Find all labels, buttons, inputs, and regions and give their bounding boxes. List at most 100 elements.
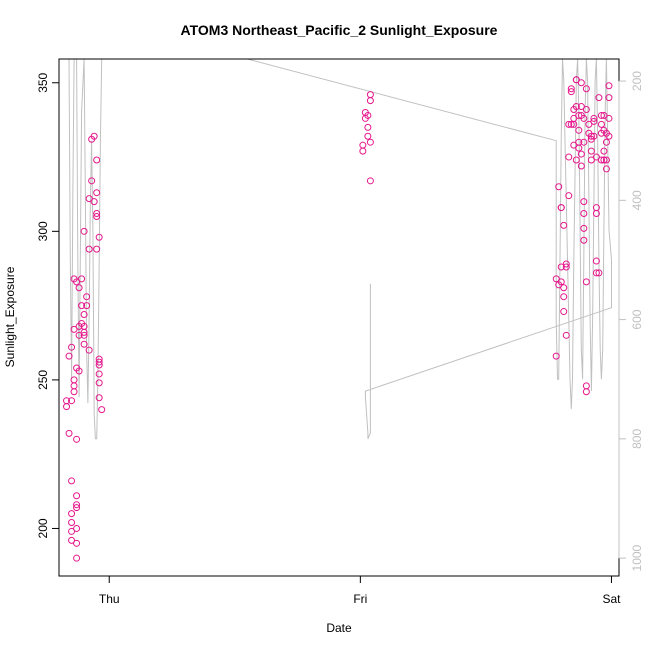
data-point [580,198,588,206]
y-tick-label: 350 [36,72,50,92]
data-point [364,111,372,119]
data-point [65,352,73,360]
data-point [75,367,83,375]
data-point [560,284,568,292]
data-points [63,76,613,562]
data-point [585,120,593,128]
data-point [582,85,590,93]
data-point [68,519,76,527]
data-point [560,221,568,229]
data-point [68,397,76,405]
data-point [73,554,81,562]
data-point [80,340,88,348]
data-point [602,156,610,164]
data-point [359,147,367,155]
data-point [359,141,367,149]
data-point [83,302,91,310]
data-point [577,79,585,87]
data-point [68,343,76,351]
data-point [600,111,608,119]
data-point [83,293,91,301]
data-point [557,263,565,271]
y2-tick-label: 800 [630,429,644,449]
data-point [582,278,590,286]
data-point [557,278,565,286]
data-point [366,91,374,99]
secondary-line-series [68,58,612,440]
data-point [565,120,573,128]
plot-frame [58,58,620,577]
data-point [93,189,101,197]
y2-tick-label: 600 [630,309,644,329]
data-point [63,403,71,411]
data-point [95,233,103,241]
data-point [592,210,600,218]
data-point [73,501,81,509]
data-point [78,302,86,310]
data-point [95,394,103,402]
data-point [70,376,78,384]
data-point [68,527,76,535]
data-point [580,114,588,122]
data-point [366,138,374,146]
data-point [577,103,585,111]
data-point [552,352,560,360]
data-point [95,358,103,366]
data-point [605,132,613,140]
chart-title: ATOM3 Northeast_Pacific_2 Sunlight_Expos… [181,22,498,38]
y2-tick-label: 200 [630,71,644,91]
data-point [570,120,578,128]
data-point [73,278,81,286]
x-tick-label: Fri [353,592,367,606]
data-point [93,212,101,220]
data-point [552,275,560,283]
data-point [572,103,580,111]
data-point [595,269,603,277]
data-point [364,123,372,131]
y-tick-label: 200 [36,518,50,538]
left-axis: 200 250 300 350 [36,72,60,538]
data-point [590,114,598,122]
data-point [602,138,610,146]
data-point [73,539,81,547]
data-point [600,147,608,155]
data-point [95,379,103,387]
secondary-line [68,58,612,440]
data-point [577,162,585,170]
data-point [73,504,81,512]
data-point [73,435,81,443]
x-axis-label: Date [326,621,352,635]
data-point [580,210,588,218]
data-point [590,117,598,125]
x-tick-label: Thu [99,592,120,606]
data-point [88,177,96,185]
data-point [605,94,613,102]
y-tick-label: 300 [36,221,50,241]
data-point [75,331,83,339]
data-point [597,111,605,119]
data-point [565,153,573,161]
data-point [80,331,88,339]
data-point [587,147,595,155]
data-point [78,275,86,283]
x-tick-label: Sat [602,592,621,606]
data-point [95,355,103,363]
right-axis: 200 400 600 800 1000 [618,71,644,571]
data-point [557,204,565,212]
data-point [577,150,585,158]
data-point [93,245,101,253]
data-point [80,328,88,336]
data-point [85,245,93,253]
data-point [95,370,103,378]
y-tick-label: 250 [36,370,50,390]
data-point [575,138,583,146]
data-point [68,536,76,544]
data-point [592,257,600,265]
data-point [70,388,78,396]
y2-tick-label: 400 [630,190,644,210]
data-point [90,198,98,206]
data-point [85,195,93,203]
data-point [366,97,374,105]
data-point [580,236,588,244]
